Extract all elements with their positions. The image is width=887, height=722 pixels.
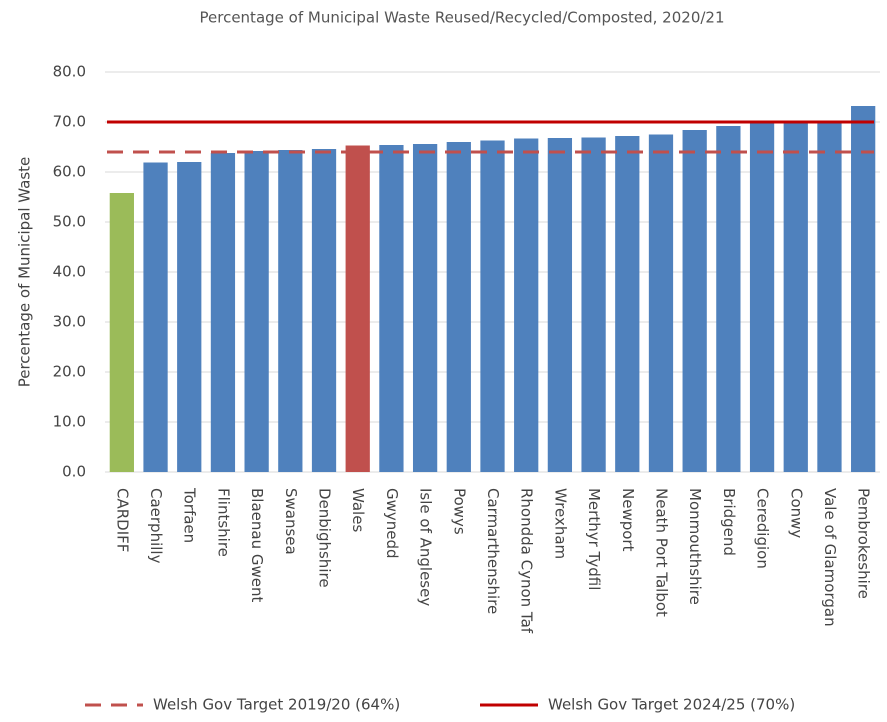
y-tick-label: 20.0 — [53, 363, 86, 381]
bar — [278, 150, 303, 472]
x-tick-label: Newport — [619, 488, 637, 552]
bar — [547, 138, 573, 472]
y-tick-label: 60.0 — [53, 163, 86, 181]
legend-label: Welsh Gov Target 2019/20 (64%) — [153, 696, 400, 714]
x-tick-label: Carmarthenshire — [484, 488, 502, 614]
bar — [244, 151, 269, 472]
x-tick-label: Blaenau Gwent — [248, 488, 266, 602]
bar — [648, 134, 674, 472]
y-tick-label: 80.0 — [53, 63, 86, 81]
chart-title: Percentage of Municipal Waste Reused/Rec… — [200, 9, 725, 27]
bar — [143, 162, 168, 472]
x-tick-label: Isle of Anglesey — [417, 488, 435, 606]
bar — [716, 126, 741, 472]
bar — [177, 162, 202, 472]
bar — [412, 144, 438, 472]
x-tick-label: Wales — [349, 488, 367, 532]
x-tick-label: Powys — [450, 488, 468, 535]
x-tick-label: Monmouthshire — [686, 488, 704, 605]
x-tick-label: Neath Port Talbot — [652, 488, 670, 617]
y-tick-label: 50.0 — [53, 213, 86, 231]
y-tick-label: 10.0 — [53, 413, 86, 431]
bar — [210, 153, 236, 472]
bar — [109, 193, 134, 472]
x-tick-label: Denbighshire — [316, 488, 334, 588]
bar — [514, 138, 539, 472]
x-tick-label: Flintshire — [214, 488, 232, 557]
bar — [749, 123, 775, 472]
x-tick-label: Swansea — [282, 488, 300, 555]
y-tick-label: 0.0 — [62, 463, 86, 481]
x-tick-label: Conwy — [787, 488, 805, 538]
x-tick-label: CARDIFF — [113, 488, 131, 552]
x-tick-label: Ceredigion — [754, 488, 772, 569]
bar — [581, 137, 606, 472]
y-tick-label: 70.0 — [53, 113, 86, 131]
bar — [783, 122, 808, 472]
bar — [682, 130, 707, 472]
x-tick-label: Vale of Glamorgan — [821, 488, 839, 627]
bar — [480, 140, 505, 472]
x-tick-label: Torfaen — [181, 487, 199, 543]
bar — [345, 145, 370, 472]
x-tick-label: Caerphilly — [147, 488, 165, 564]
legend-label: Welsh Gov Target 2024/25 (70%) — [548, 696, 795, 714]
x-tick-label: Gwynedd — [383, 488, 401, 559]
x-tick-label: Wrexham — [551, 488, 569, 559]
bar — [379, 145, 404, 472]
bar — [615, 136, 640, 472]
bar — [851, 106, 876, 472]
x-tick-label: Pembrokeshire — [855, 488, 873, 599]
y-tick-label: 30.0 — [53, 313, 86, 331]
x-tick-label: Merthyr Tydfil — [585, 488, 603, 590]
bar — [817, 122, 842, 472]
y-tick-label: 40.0 — [53, 263, 86, 281]
y-axis-title: Percentage of Municipal Waste — [16, 157, 34, 388]
bar — [446, 142, 471, 472]
bar — [311, 149, 337, 472]
x-tick-label: Rhondda Cynon Taf — [518, 488, 536, 634]
x-tick-label: Bridgend — [720, 488, 738, 556]
